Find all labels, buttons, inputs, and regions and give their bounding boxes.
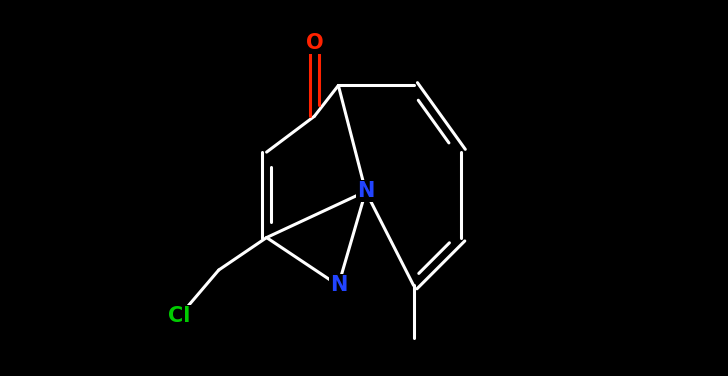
Text: O: O (306, 33, 323, 53)
Text: N: N (330, 275, 347, 296)
Text: Cl: Cl (168, 306, 191, 326)
Text: N: N (357, 181, 374, 202)
